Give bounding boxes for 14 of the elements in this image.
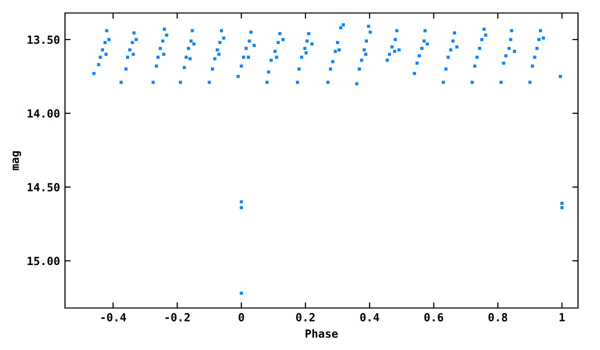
y-tick-label: 14.00 xyxy=(28,109,60,118)
y-tick-label: 13.50 xyxy=(28,36,60,44)
x-tick-label: 1 xyxy=(560,313,565,322)
x-tick-label: 0.4 xyxy=(360,313,380,322)
x-tick-label: 0 xyxy=(238,313,244,322)
y-tick-label: 15.00 xyxy=(28,256,60,266)
x-axis-title: Phase xyxy=(306,329,338,338)
x-tick-label: -0.4 xyxy=(101,313,126,322)
x-tick-label: 0.8 xyxy=(488,313,508,322)
x-tick-label: 0.6 xyxy=(424,313,444,322)
x-tick-label: 0.2 xyxy=(296,313,315,322)
y-axis-title: mag xyxy=(12,151,22,170)
y-tick-label: 14.50 xyxy=(28,183,60,192)
x-tick-label: -0.2 xyxy=(165,313,190,322)
